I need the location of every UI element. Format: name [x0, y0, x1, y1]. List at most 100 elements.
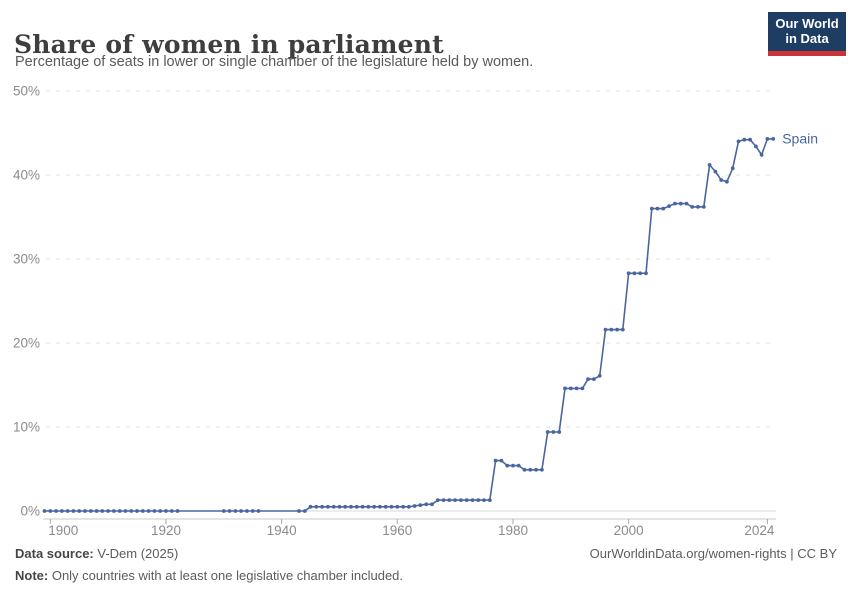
data-point-1918[interactable] — [152, 509, 157, 513]
data-point-2023[interactable] — [759, 152, 764, 157]
data-point-2024[interactable] — [765, 137, 770, 141]
data-point-1920[interactable] — [164, 509, 168, 513]
data-point-2019[interactable] — [736, 139, 741, 144]
data-point-1974[interactable] — [476, 498, 481, 502]
data-point-2010[interactable] — [684, 201, 689, 206]
data-point-1959[interactable] — [389, 504, 394, 509]
data-point-1990[interactable] — [568, 386, 573, 391]
data-point-1975[interactable] — [482, 498, 486, 502]
data-point-2018[interactable] — [730, 166, 735, 171]
data-point-2011[interactable] — [690, 205, 695, 209]
data-point-1993[interactable] — [586, 377, 590, 381]
data-point-1943[interactable] — [297, 509, 301, 513]
data-point-1951[interactable] — [343, 504, 348, 509]
data-point-1904[interactable] — [71, 509, 76, 513]
data-point-1976[interactable] — [487, 498, 492, 502]
data-point-2022[interactable] — [754, 144, 758, 149]
data-point-1908[interactable] — [94, 509, 99, 513]
data-point-1950[interactable] — [337, 504, 342, 509]
data-point-1958[interactable] — [383, 504, 388, 509]
data-point-1992[interactable] — [580, 386, 585, 391]
data-point-1949[interactable] — [331, 504, 336, 509]
data-point-1969[interactable] — [447, 498, 452, 502]
data-point-2007[interactable] — [667, 204, 671, 209]
data-point-1934[interactable] — [245, 509, 249, 513]
data-point-2005[interactable] — [655, 206, 660, 211]
data-point-2008[interactable] — [673, 201, 677, 206]
data-point-1998[interactable] — [615, 327, 619, 332]
data-point-1914[interactable] — [129, 509, 134, 513]
data-point-1954[interactable] — [360, 504, 365, 509]
data-point-1932[interactable] — [233, 509, 238, 513]
data-point-2000[interactable] — [626, 271, 631, 276]
data-point-1973[interactable] — [470, 498, 475, 502]
data-point-1980[interactable] — [511, 463, 515, 468]
series-end-label[interactable]: Spain — [782, 130, 818, 146]
data-point-1999[interactable] — [620, 327, 625, 332]
data-point-2006[interactable] — [661, 206, 666, 211]
data-point-1978[interactable] — [499, 458, 504, 463]
data-point-1991[interactable] — [574, 386, 579, 391]
data-point-1936[interactable] — [256, 509, 261, 513]
data-point-1905[interactable] — [77, 509, 82, 513]
data-point-1953[interactable] — [354, 504, 359, 509]
data-point-2003[interactable] — [644, 271, 648, 276]
data-point-1988[interactable] — [557, 430, 562, 434]
data-point-1931[interactable] — [227, 509, 232, 513]
data-point-1907[interactable] — [88, 509, 93, 513]
data-point-2002[interactable] — [638, 271, 643, 276]
data-point-1915[interactable] — [135, 509, 139, 513]
series-spain[interactable]: Spain — [42, 130, 818, 513]
data-point-1955[interactable] — [366, 504, 371, 509]
data-point-1956[interactable] — [372, 504, 377, 509]
data-point-1957[interactable] — [378, 504, 382, 509]
data-point-1960[interactable] — [395, 504, 400, 509]
data-point-1899[interactable] — [42, 509, 47, 513]
data-point-1947[interactable] — [320, 504, 324, 509]
owid-link[interactable]: OurWorldinData.org/women-rights | CC BY — [589, 546, 837, 561]
spain-line[interactable] — [44, 138, 774, 512]
data-point-1922[interactable] — [175, 509, 180, 513]
data-point-1968[interactable] — [441, 498, 446, 502]
data-point-1964[interactable] — [418, 503, 423, 507]
data-point-1903[interactable] — [65, 509, 70, 513]
data-point-1970[interactable] — [453, 498, 457, 502]
data-point-1901[interactable] — [54, 509, 58, 513]
data-point-1916[interactable] — [140, 509, 145, 513]
data-point-1952[interactable] — [349, 504, 353, 509]
data-point-1919[interactable] — [158, 509, 163, 513]
data-point-1917[interactable] — [146, 509, 151, 513]
data-point-2020[interactable] — [742, 137, 747, 142]
data-point-1948[interactable] — [326, 504, 330, 509]
data-point-1987[interactable] — [551, 430, 556, 434]
data-point-1961[interactable] — [401, 504, 405, 509]
data-point-1983[interactable] — [528, 467, 533, 472]
data-point-2015[interactable] — [713, 169, 718, 174]
data-point-1995[interactable] — [597, 373, 602, 378]
data-point-1982[interactable] — [522, 467, 527, 472]
data-point-1946[interactable] — [314, 504, 319, 509]
data-point-2004[interactable] — [649, 206, 654, 211]
data-point-1981[interactable] — [516, 463, 521, 468]
data-point-1965[interactable] — [424, 502, 429, 507]
data-point-1962[interactable] — [407, 504, 411, 509]
data-point-1933[interactable] — [239, 509, 244, 513]
data-point-1985[interactable] — [540, 467, 544, 472]
data-point-1945[interactable] — [308, 504, 313, 509]
data-point-2012[interactable] — [696, 205, 700, 209]
data-point-1911[interactable] — [112, 509, 116, 513]
data-point-1967[interactable] — [435, 498, 440, 502]
data-point-1963[interactable] — [412, 504, 417, 508]
data-point-1902[interactable] — [60, 509, 64, 513]
data-point-1979[interactable] — [505, 463, 510, 468]
data-point-2016[interactable] — [719, 178, 724, 182]
data-point-1913[interactable] — [123, 509, 128, 513]
data-point-2017[interactable] — [725, 179, 729, 184]
data-point-2014[interactable] — [707, 163, 712, 167]
data-point-1900[interactable] — [48, 509, 53, 513]
data-point-1906[interactable] — [83, 509, 87, 513]
data-point-1930[interactable] — [221, 509, 226, 513]
data-point-2025[interactable] — [771, 137, 776, 141]
data-point-1912[interactable] — [117, 509, 122, 513]
data-point-1966[interactable] — [430, 502, 434, 507]
